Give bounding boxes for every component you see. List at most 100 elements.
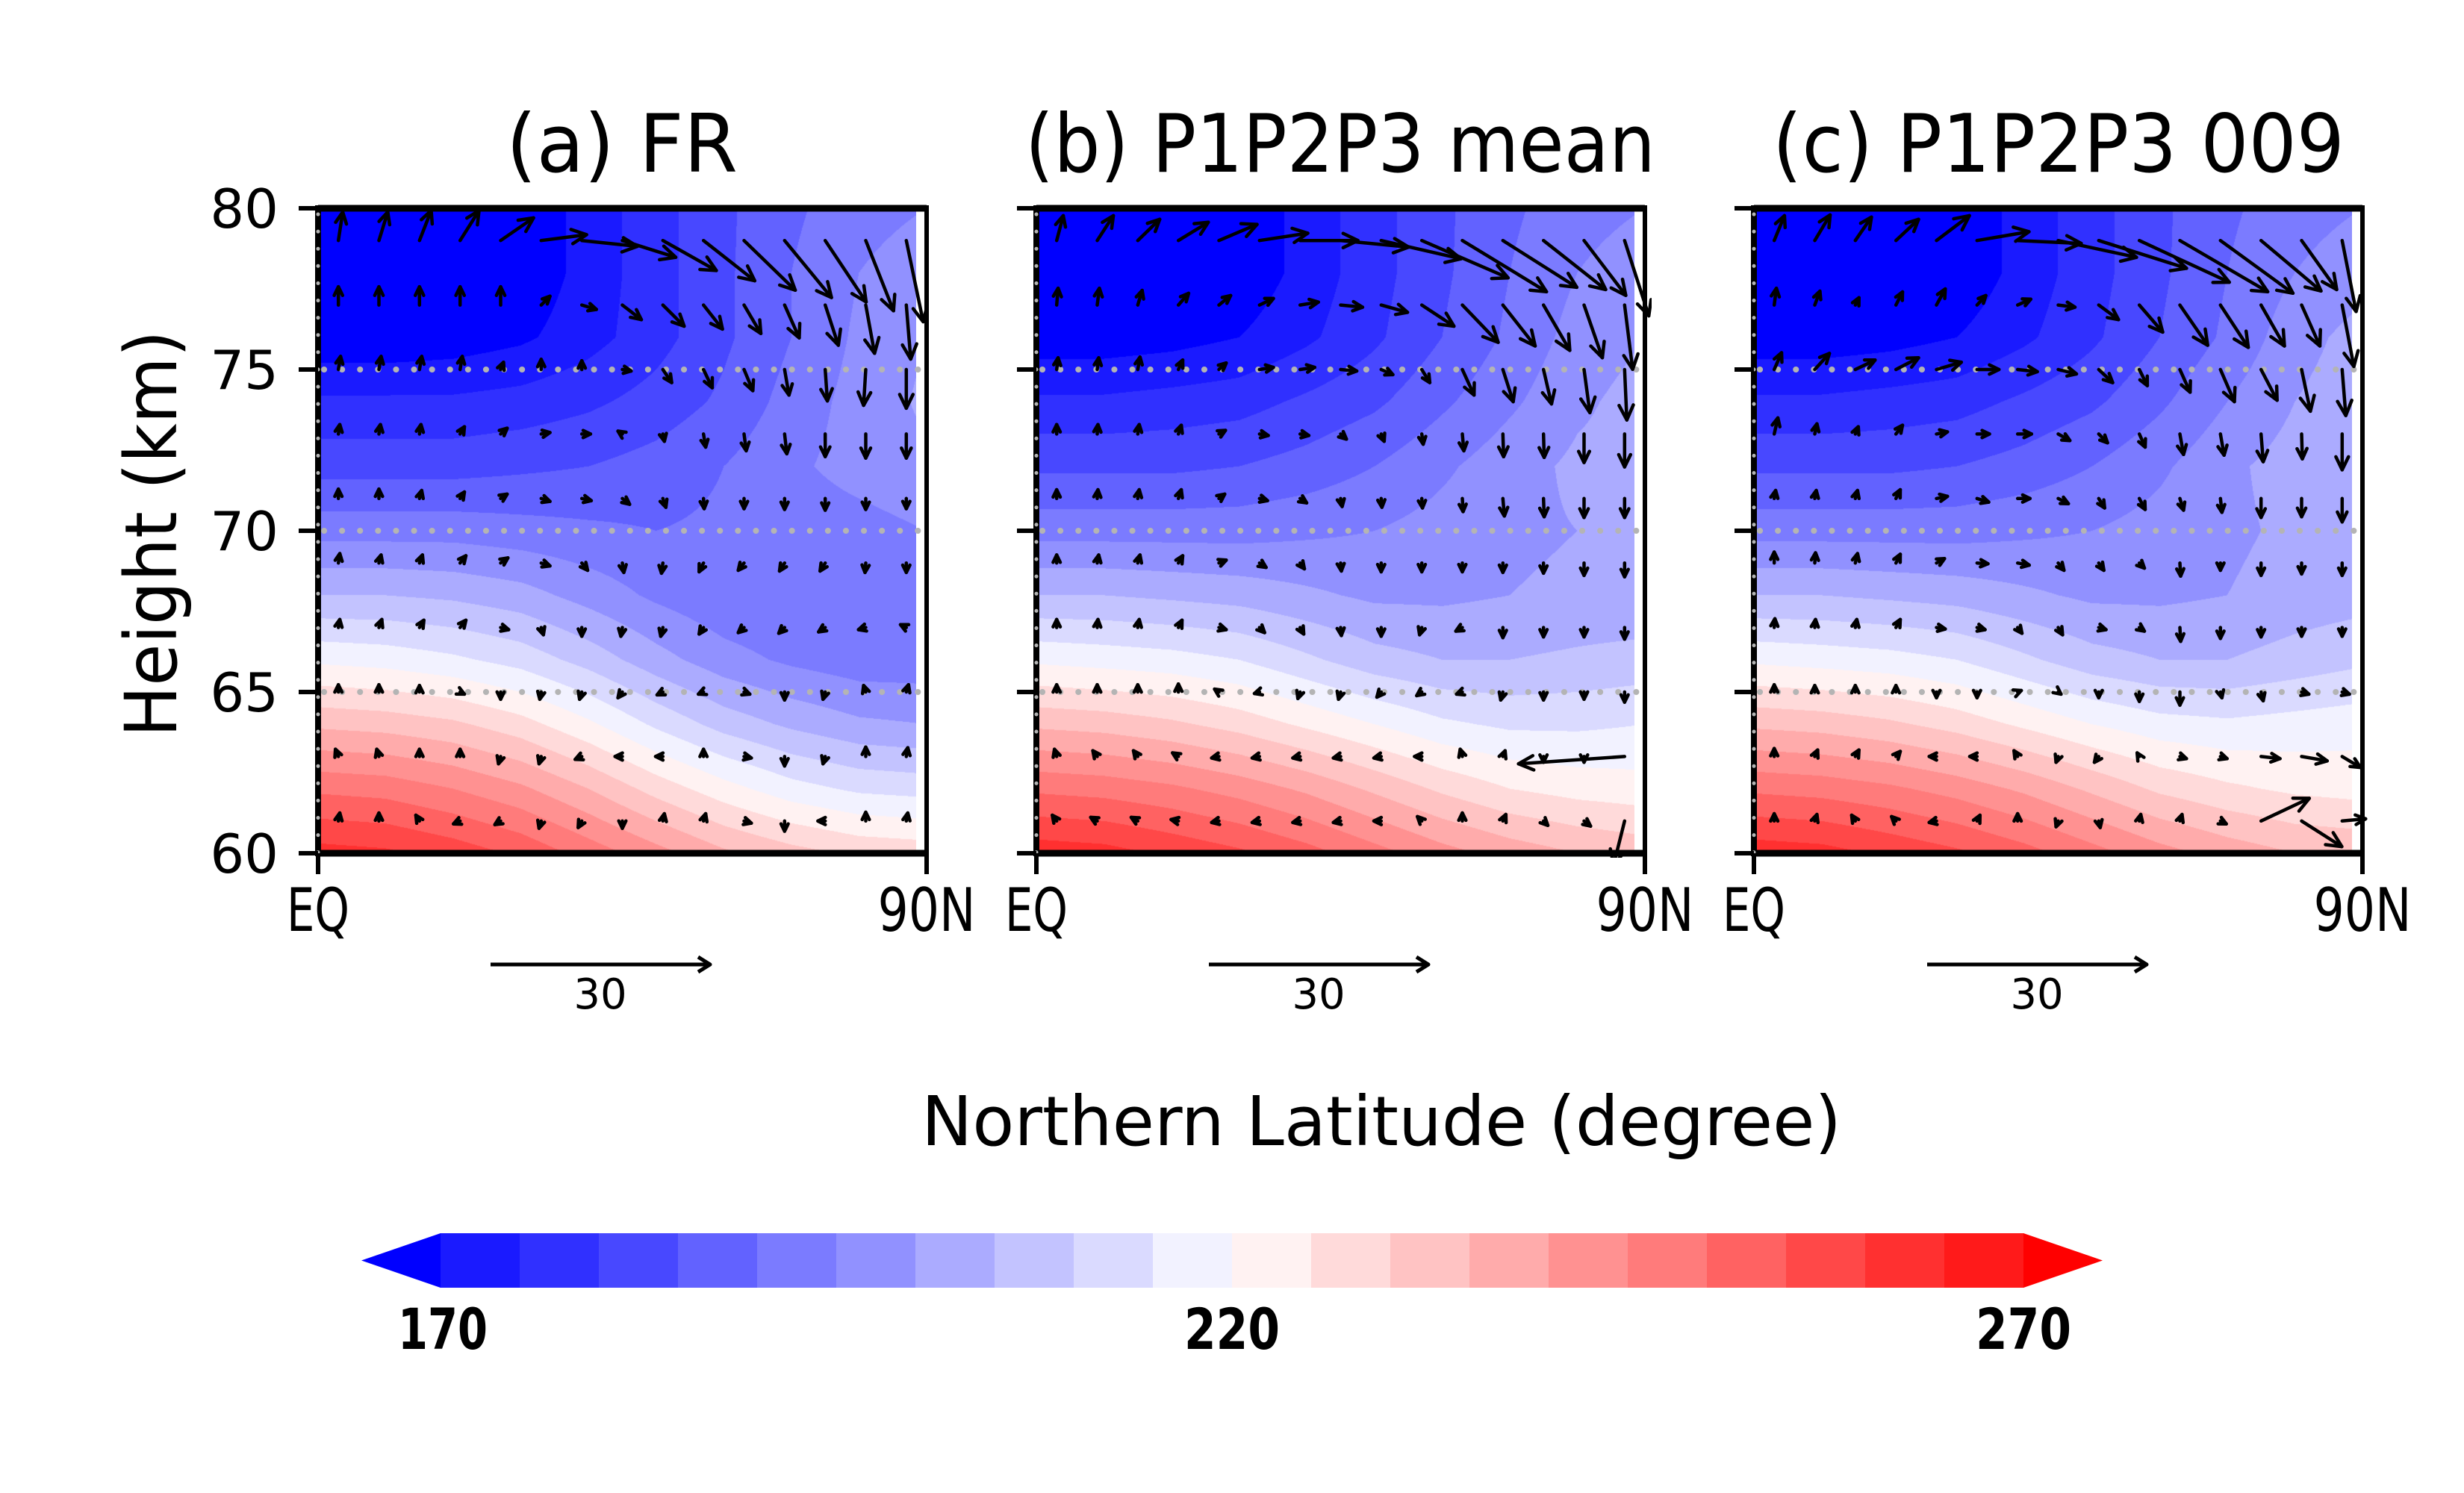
wind-vector — [456, 618, 468, 630]
wind-vector — [1541, 303, 1572, 352]
wind-vector — [1460, 238, 1549, 294]
wind-vector — [1619, 690, 1630, 704]
wind-vector — [1419, 303, 1456, 328]
wind-vector — [1379, 367, 1395, 377]
wind-vector — [901, 811, 912, 823]
wind-vector — [1892, 552, 1903, 565]
wind-vector — [1051, 813, 1062, 826]
wind-vector — [1810, 422, 1821, 436]
wind-vector — [1809, 683, 1820, 695]
wind-vector — [736, 623, 748, 635]
colorbar-box-235-240 — [1469, 1233, 1549, 1288]
wind-vector — [1092, 682, 1103, 694]
wind-vector — [2336, 626, 2348, 638]
wind-vector — [573, 751, 585, 761]
wind-vector — [495, 754, 506, 766]
wind-vector — [1091, 749, 1102, 761]
wind-vector — [742, 238, 797, 293]
wind-vector — [1375, 496, 1387, 509]
wind-vector — [1298, 428, 1311, 440]
wind-vector — [2174, 812, 2185, 825]
wind-vector — [1256, 558, 1268, 570]
wind-vector — [616, 429, 628, 440]
temperature-contour-fill-a — [318, 208, 916, 853]
wind-vector — [2176, 496, 2187, 512]
wind-vector — [698, 811, 709, 824]
wind-vector — [1376, 431, 1387, 443]
wind-vector — [1619, 561, 1630, 579]
wind-vector — [2300, 752, 2330, 766]
wind-vector — [2015, 558, 2032, 570]
wind-vector — [2137, 367, 2150, 387]
wind-vector — [2256, 561, 2267, 578]
wind-vector — [2255, 432, 2270, 464]
wind-vector — [1250, 815, 1262, 826]
wind-vector — [2340, 238, 2362, 314]
wind-vector — [499, 216, 535, 243]
wind-vector — [820, 496, 831, 512]
wind-vector — [1054, 213, 1068, 243]
wind-vector — [1375, 626, 1387, 638]
wind-vector — [1894, 356, 1920, 372]
wind-vector — [1809, 488, 1820, 501]
wind-vector — [620, 303, 644, 322]
wind-vector — [2097, 367, 2115, 384]
wind-vector — [698, 747, 709, 758]
wind-vector — [1339, 364, 1359, 376]
wind-vector — [901, 746, 912, 758]
wind-vector — [777, 623, 788, 635]
wind-vector — [373, 747, 385, 759]
wind-vector — [373, 487, 385, 501]
wind-vector — [1295, 558, 1307, 571]
wind-vector — [1337, 429, 1348, 441]
wind-vector — [1051, 286, 1063, 307]
colorbar-box-220-225 — [1232, 1233, 1312, 1288]
wind-vector — [498, 556, 510, 567]
wind-vector — [2336, 496, 2349, 524]
wind-vector — [783, 303, 802, 340]
wind-vector — [2136, 496, 2147, 511]
xtick-label-eq: EQ — [1005, 876, 1068, 945]
wind-vector — [1501, 303, 1537, 348]
wind-vector — [1419, 238, 1511, 281]
wind-vector — [1051, 747, 1062, 759]
wind-vector — [1892, 487, 1903, 501]
wind-vector — [455, 747, 466, 758]
wind-vector — [1516, 754, 1627, 772]
wind-vector — [1770, 286, 1782, 307]
wind-vector — [1927, 815, 1939, 826]
wind-vector — [2178, 367, 2192, 394]
wind-vector — [1975, 623, 1987, 633]
wind-vector — [1051, 487, 1063, 501]
wind-vector — [1216, 361, 1228, 373]
wind-vector — [1769, 682, 1780, 694]
wind-vector — [373, 811, 385, 823]
wind-vector — [535, 358, 547, 372]
wind-vector — [779, 755, 790, 768]
wind-vector — [2218, 367, 2237, 404]
wind-vector — [1975, 428, 1991, 440]
wind-vector — [1457, 811, 1468, 823]
wind-vector — [1850, 748, 1861, 760]
wind-vector — [740, 686, 752, 697]
colorbar-box-215-220 — [1153, 1233, 1233, 1288]
wind-vector — [657, 626, 668, 638]
wind-vector — [1173, 682, 1184, 694]
wind-vector — [2215, 626, 2226, 640]
wind-vector — [1813, 213, 1832, 243]
wind-vector — [2178, 238, 2270, 294]
wind-vector — [576, 626, 588, 638]
wind-vector — [779, 496, 790, 511]
wind-vector — [2215, 561, 2226, 573]
wind-vector — [377, 210, 392, 243]
wind-vector — [1335, 626, 1346, 638]
wind-vector — [2299, 687, 2311, 697]
wind-vector — [2174, 561, 2185, 579]
wind-vector — [1538, 561, 1549, 576]
wind-vector — [2256, 690, 2267, 703]
wind-vector — [2134, 690, 2145, 703]
wind-vector — [2015, 364, 2039, 377]
wind-vector — [535, 689, 547, 702]
wind-vector — [1769, 811, 1780, 823]
